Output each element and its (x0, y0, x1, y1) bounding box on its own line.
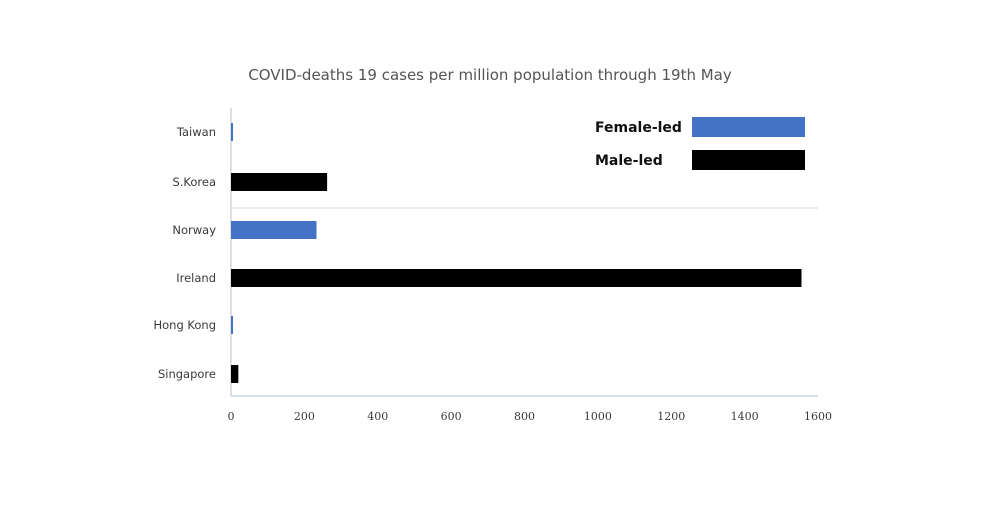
category-label: Singapore (158, 367, 216, 381)
x-tick-label: 1400 (731, 410, 759, 423)
bar-ireland (231, 269, 802, 287)
legend-label: Male-led (595, 153, 663, 169)
category-label: Norway (172, 223, 216, 237)
bar-taiwan (231, 123, 233, 141)
x-tick-label: 1200 (657, 410, 685, 423)
x-tick-label: 0 (228, 410, 235, 423)
x-tick-label: 200 (294, 410, 315, 423)
category-label: Hong Kong (153, 318, 216, 332)
x-tick-label: 800 (514, 410, 535, 423)
chart-title: COVID-deaths 19 cases per million popula… (248, 66, 732, 84)
bar-hong-kong (231, 316, 233, 334)
x-tick-label: 1600 (804, 410, 832, 423)
legend-swatch (692, 117, 805, 137)
category-label: Ireland (176, 271, 216, 285)
bar-s-korea (231, 173, 328, 191)
x-tick-label: 400 (367, 410, 388, 423)
bar-norway (231, 221, 317, 239)
category-label: S.Korea (172, 175, 216, 189)
x-tick-label: 600 (441, 410, 462, 423)
bar-singapore (231, 365, 239, 383)
legend-swatch (692, 150, 805, 170)
legend-label: Female-led (595, 120, 682, 136)
x-tick-label: 1000 (584, 410, 612, 423)
category-label: Taiwan (176, 125, 216, 139)
